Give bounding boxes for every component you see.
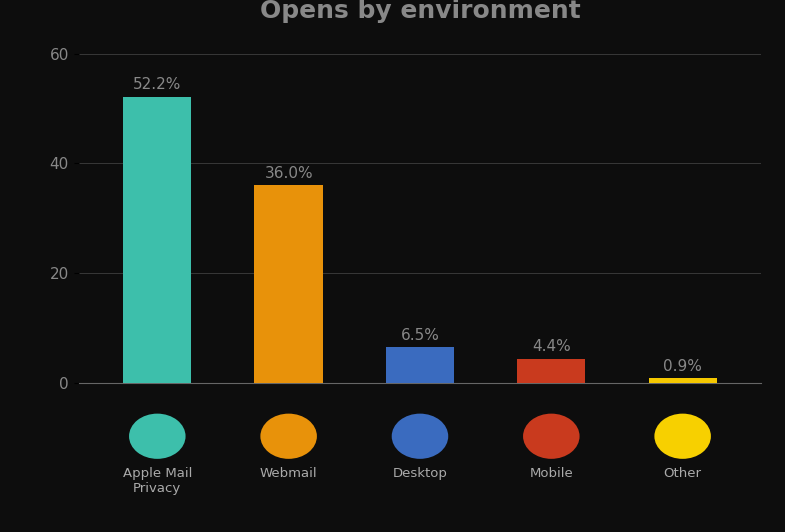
Bar <box>386 347 454 383</box>
Bar <box>648 378 717 383</box>
Bar <box>254 186 323 383</box>
Bar <box>123 96 192 383</box>
Text: Desktop: Desktop <box>392 467 447 480</box>
Title: Opens by environment: Opens by environment <box>260 0 580 23</box>
Text: Webmail: Webmail <box>260 467 317 480</box>
Text: 36.0%: 36.0% <box>265 166 313 181</box>
Text: Apple Mail
Privacy: Apple Mail Privacy <box>122 467 192 495</box>
Text: Mobile: Mobile <box>529 467 573 480</box>
Bar <box>517 359 586 383</box>
Text: 0.9%: 0.9% <box>663 359 702 373</box>
Text: Other: Other <box>663 467 702 480</box>
Text: 6.5%: 6.5% <box>400 328 440 343</box>
Text: 52.2%: 52.2% <box>133 77 181 92</box>
Text: 4.4%: 4.4% <box>532 339 571 354</box>
